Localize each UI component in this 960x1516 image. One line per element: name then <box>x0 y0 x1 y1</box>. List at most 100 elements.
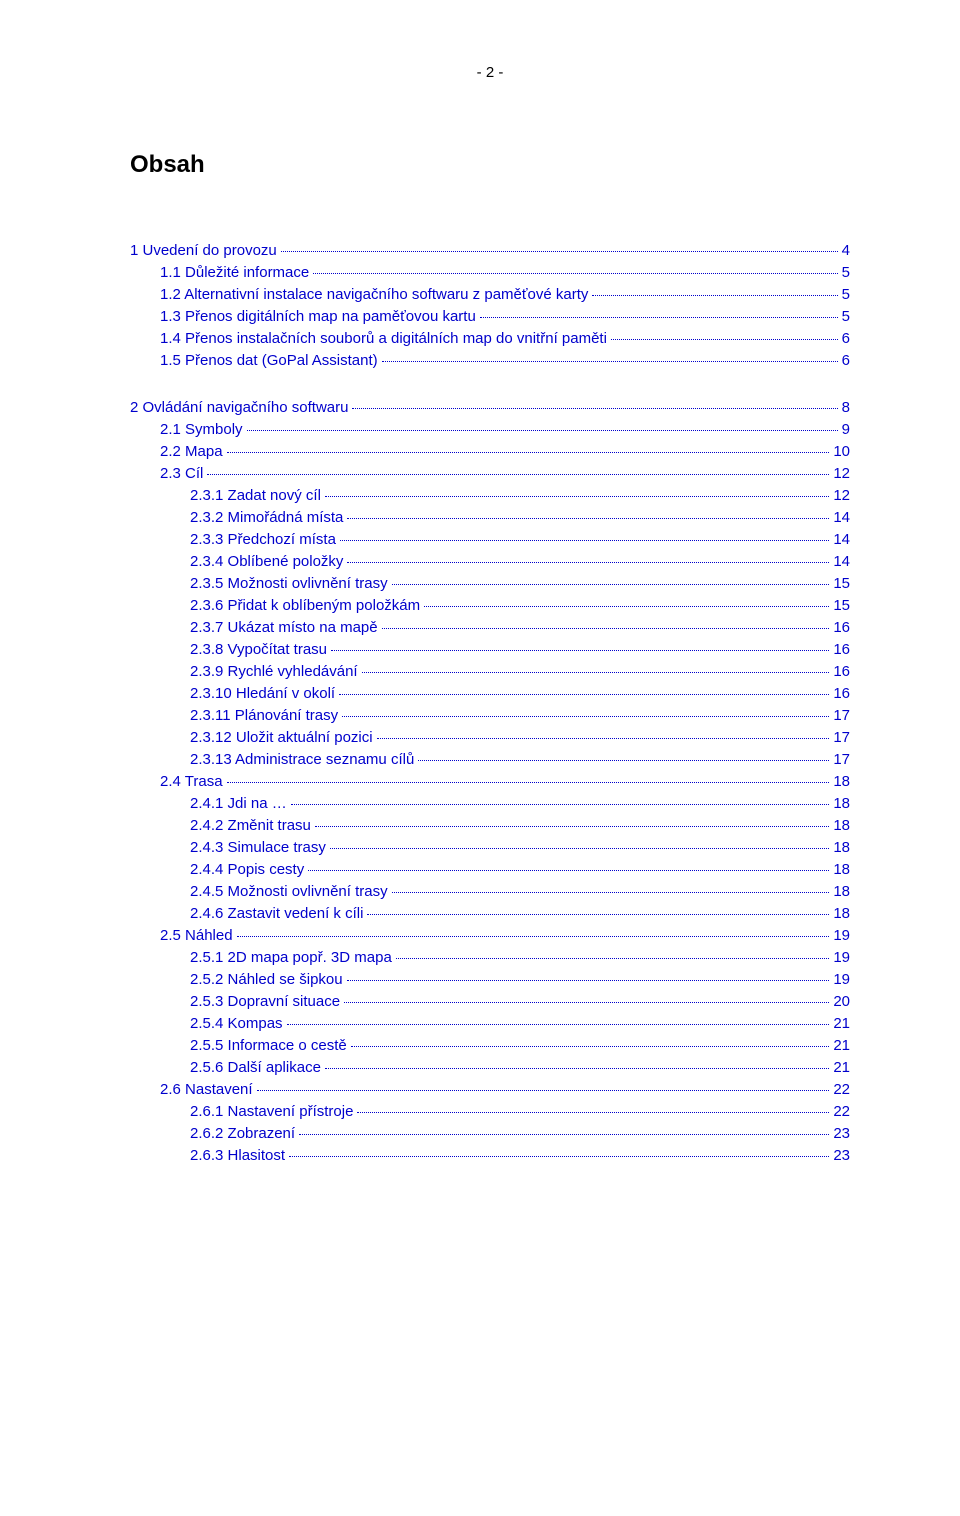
toc-leader <box>352 408 837 409</box>
toc-link[interactable]: 1.5 Přenos dat (GoPal Assistant) 6 <box>160 353 850 368</box>
toc-entry: 2.4.1 Jdi na … 18 <box>130 796 850 811</box>
toc-leader <box>257 1090 830 1091</box>
toc-leader <box>325 1068 829 1069</box>
toc-page: 18 <box>833 906 850 921</box>
toc-link[interactable]: 2 Ovládání navigačního softwaru 8 <box>130 400 850 415</box>
toc-page: 16 <box>833 686 850 701</box>
toc-link[interactable]: 2.6 Nastavení 22 <box>160 1082 850 1097</box>
toc-link[interactable]: 1.1 Důležité informace 5 <box>160 265 850 280</box>
toc-link[interactable]: 2.5.3 Dopravní situace 20 <box>190 994 850 1009</box>
toc-link[interactable]: 2.6.3 Hlasitost 23 <box>190 1148 850 1163</box>
toc-link[interactable]: 1.2 Alternativní instalace navigačního s… <box>160 287 850 302</box>
toc-label: 2.3.9 Rychlé vyhledávání <box>190 664 358 679</box>
toc-link[interactable]: 2.5.5 Informace o cestě 21 <box>190 1038 850 1053</box>
toc-link[interactable]: 2.4.2 Změnit trasu 18 <box>190 818 850 833</box>
toc-leader <box>299 1134 829 1135</box>
toc-link[interactable]: 2.3.3 Předchozí místa 14 <box>190 532 850 547</box>
toc-page: 22 <box>833 1082 850 1097</box>
toc-entry: 1.2 Alternativní instalace navigačního s… <box>130 287 850 302</box>
toc-label: 2.5.1 2D mapa popř. 3D mapa <box>190 950 392 965</box>
toc-entry: 2.6.3 Hlasitost 23 <box>130 1148 850 1163</box>
toc-link[interactable]: 2.3.10 Hledání v okolí 16 <box>190 686 850 701</box>
toc-link[interactable]: 2.4.3 Simulace trasy 18 <box>190 840 850 855</box>
toc-entry: 2.5.4 Kompas 21 <box>130 1016 850 1031</box>
toc-link[interactable]: 2.3.12 Uložit aktuální pozici 17 <box>190 730 850 745</box>
toc-link[interactable]: 2.3.7 Ukázat místo na mapě 16 <box>190 620 850 635</box>
toc-link[interactable]: 2.5.2 Náhled se šipkou 19 <box>190 972 850 987</box>
toc-link[interactable]: 1.4 Přenos instalačních souborů a digitá… <box>160 331 850 346</box>
toc-label: 2.3.8 Vypočítat trasu <box>190 642 327 657</box>
toc-label: 2.4.1 Jdi na … <box>190 796 287 811</box>
toc-link[interactable]: 2.4.6 Zastavit vedení k cíli 18 <box>190 906 850 921</box>
toc-leader <box>289 1156 829 1157</box>
toc-link[interactable]: 2.3.2 Mimořádná místa 14 <box>190 510 850 525</box>
page-number: - 2 - <box>130 64 850 81</box>
toc-label: 1.3 Přenos digitálních map na paměťovou … <box>160 309 476 324</box>
toc-link[interactable]: 2.4.4 Popis cesty 18 <box>190 862 850 877</box>
toc-label: 2.3.2 Mimořádná místa <box>190 510 343 525</box>
toc-label: 2.6 Nastavení <box>160 1082 253 1097</box>
toc-link[interactable]: 2.4 Trasa 18 <box>160 774 850 789</box>
toc-entry: 2.6.1 Nastavení přístroje 22 <box>130 1104 850 1119</box>
toc-link[interactable]: 2.5.4 Kompas 21 <box>190 1016 850 1031</box>
toc-entry: 2.5.2 Náhled se šipkou 19 <box>130 972 850 987</box>
toc-page: 14 <box>833 510 850 525</box>
toc-link[interactable]: 2.4.5 Možnosti ovlivnění trasy 18 <box>190 884 850 899</box>
toc-label: 2.3 Cíl <box>160 466 203 481</box>
toc-link[interactable]: 2.5.1 2D mapa popř. 3D mapa 19 <box>190 950 850 965</box>
toc-link[interactable]: 2.3.5 Možnosti ovlivnění trasy 15 <box>190 576 850 591</box>
toc-link[interactable]: 2.3.6 Přidat k oblíbeným položkám 15 <box>190 598 850 613</box>
toc-leader <box>367 914 829 915</box>
toc-page: 4 <box>842 243 850 258</box>
toc-leader <box>611 339 838 340</box>
toc-label: 2.4.3 Simulace trasy <box>190 840 326 855</box>
toc-link[interactable]: 2.4.1 Jdi na … 18 <box>190 796 850 811</box>
toc-entry: 2.1 Symboly 9 <box>130 422 850 437</box>
toc-link[interactable]: 2.3.9 Rychlé vyhledávání 16 <box>190 664 850 679</box>
toc-link[interactable]: 2.3.13 Administrace seznamu cílů 17 <box>190 752 850 767</box>
toc-page: 9 <box>842 422 850 437</box>
toc-link[interactable]: 2.5.6 Další aplikace 21 <box>190 1060 850 1075</box>
table-of-contents: 1 Uvedení do provozu 4 1.1 Důležité infor… <box>130 243 850 1163</box>
toc-page: 19 <box>833 950 850 965</box>
toc-leader <box>291 804 830 805</box>
toc-link[interactable]: 1.3 Přenos digitálních map na paměťovou … <box>160 309 850 324</box>
toc-label: 2.1 Symboly <box>160 422 243 437</box>
toc-link[interactable]: 2.6.2 Zobrazení 23 <box>190 1126 850 1141</box>
toc-label: 2.6.3 Hlasitost <box>190 1148 285 1163</box>
toc-link[interactable]: 2.2 Mapa 10 <box>160 444 850 459</box>
toc-entry: 2.3.4 Oblíbené položky 14 <box>130 554 850 569</box>
toc-page: 6 <box>842 353 850 368</box>
toc-link[interactable]: 2.3.1 Zadat nový cíl 12 <box>190 488 850 503</box>
toc-leader <box>247 430 838 431</box>
toc-entry: 2.3 Cíl 12 <box>130 466 850 481</box>
toc-label: 2.3.6 Přidat k oblíbeným položkám <box>190 598 420 613</box>
toc-link[interactable]: 2.5 Náhled 19 <box>160 928 850 943</box>
toc-link[interactable]: 2.3.8 Vypočítat trasu 16 <box>190 642 850 657</box>
toc-entry: 2.6.2 Zobrazení 23 <box>130 1126 850 1141</box>
toc-label: 2.3.4 Oblíbené položky <box>190 554 343 569</box>
toc-entry: 2.3.12 Uložit aktuální pozici 17 <box>130 730 850 745</box>
toc-link[interactable]: 2.6.1 Nastavení přístroje 22 <box>190 1104 850 1119</box>
toc-entry: 2.4.2 Změnit trasu 18 <box>130 818 850 833</box>
toc-entry: 2.3.9 Rychlé vyhledávání 16 <box>130 664 850 679</box>
toc-link[interactable]: 2.1 Symboly 9 <box>160 422 850 437</box>
toc-entry: 1.5 Přenos dat (GoPal Assistant) 6 <box>130 353 850 368</box>
toc-page: 20 <box>833 994 850 1009</box>
toc-title: Obsah <box>130 151 850 179</box>
toc-link[interactable]: 2.3 Cíl 12 <box>160 466 850 481</box>
toc-link[interactable]: 2.3.11 Plánování trasy 17 <box>190 708 850 723</box>
toc-leader <box>339 694 829 695</box>
toc-page: 22 <box>833 1104 850 1119</box>
toc-label: 2.5 Náhled <box>160 928 233 943</box>
toc-link[interactable]: 1 Uvedení do provozu 4 <box>130 243 850 258</box>
toc-link[interactable]: 2.3.4 Oblíbené položky 14 <box>190 554 850 569</box>
toc-entry: 2.3.6 Přidat k oblíbeným položkám 15 <box>130 598 850 613</box>
toc-leader <box>362 672 830 673</box>
toc-entry: 2.5.1 2D mapa popř. 3D mapa 19 <box>130 950 850 965</box>
toc-entry: 2.5.6 Další aplikace 21 <box>130 1060 850 1075</box>
toc-entry: 1.1 Důležité informace 5 <box>130 265 850 280</box>
toc-label: 2.3.10 Hledání v okolí <box>190 686 335 701</box>
toc-label: 2.4.5 Možnosti ovlivnění trasy <box>190 884 388 899</box>
toc-label: 2.5.6 Další aplikace <box>190 1060 321 1075</box>
